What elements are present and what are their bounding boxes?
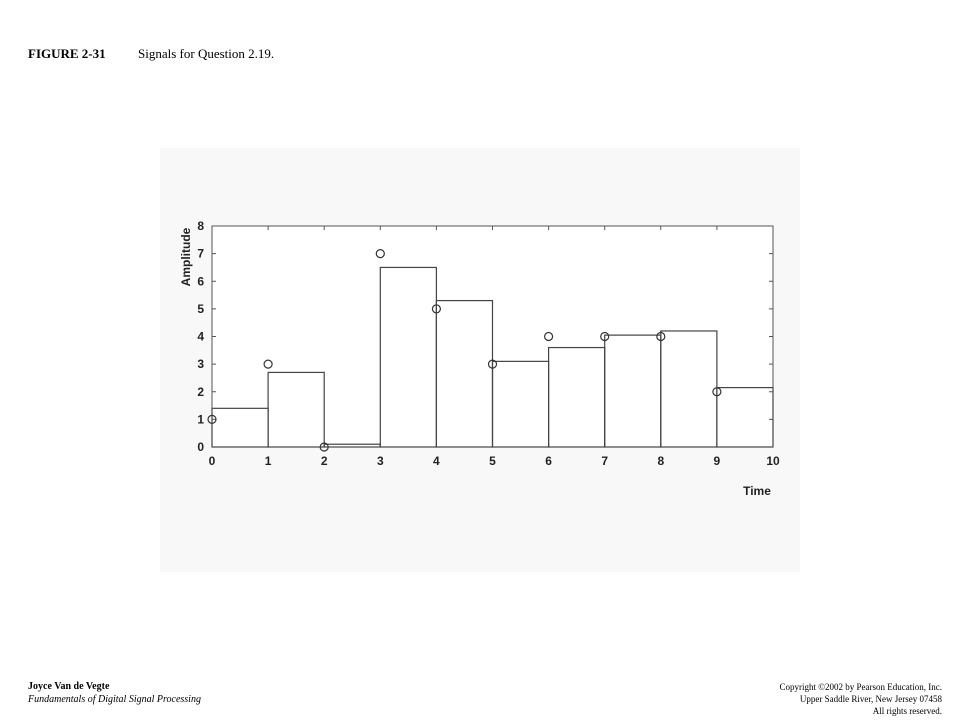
y-tick-label: 1	[197, 412, 204, 426]
y-tick-label: 2	[197, 385, 204, 399]
y-tick-label: 5	[197, 302, 204, 316]
x-tick-label: 2	[321, 454, 328, 468]
y-tick-label: 3	[197, 357, 204, 371]
y-tick-label: 4	[197, 330, 204, 344]
x-tick-label: 0	[209, 454, 216, 468]
copyright: All rights reserved.	[873, 706, 942, 716]
sample-marker	[656, 331, 666, 342]
sample-marker	[375, 249, 385, 259]
y-tick-label: 6	[197, 274, 204, 288]
step-segment	[267, 371, 325, 448]
figure-caption: Signals for Question 2.19.	[138, 46, 274, 61]
step-segment	[716, 387, 774, 448]
y-tick-label: 8	[197, 219, 204, 233]
copyright: Upper Saddle River, New Jersey 07458	[800, 694, 943, 704]
y-tick-label: 7	[197, 247, 204, 261]
x-tick-label: 5	[489, 454, 496, 468]
x-tick-label: 3	[377, 454, 384, 468]
x-tick-label: 4	[433, 454, 440, 468]
author: Joyce Van de Vegte	[28, 681, 110, 692]
figure-number: FIGURE 2-31	[28, 46, 106, 61]
sample-marker	[543, 331, 554, 342]
book-title: Fundamentals of Digital Signal Processin…	[27, 694, 201, 705]
x-tick-label: 9	[714, 454, 721, 468]
x-tick-label: 1	[265, 454, 272, 468]
x-tick-label: 8	[657, 454, 664, 468]
x-tick-label: 10	[766, 454, 780, 468]
sample-marker	[600, 331, 610, 342]
sample-marker	[431, 304, 441, 314]
y-tick-label: 0	[197, 440, 204, 454]
sample-marker	[263, 359, 273, 369]
sample-marker	[712, 387, 722, 397]
x-tick-label: 7	[601, 454, 608, 468]
sample-marker	[207, 414, 217, 424]
sample-marker	[487, 359, 498, 369]
copyright: Copyright ©2002 by Pearson Education, In…	[779, 682, 942, 692]
sample-marker	[319, 442, 329, 452]
x-axis-label: Time	[743, 484, 771, 498]
y-axis-label: Amplitude	[179, 227, 193, 286]
x-tick-label: 6	[545, 454, 552, 468]
